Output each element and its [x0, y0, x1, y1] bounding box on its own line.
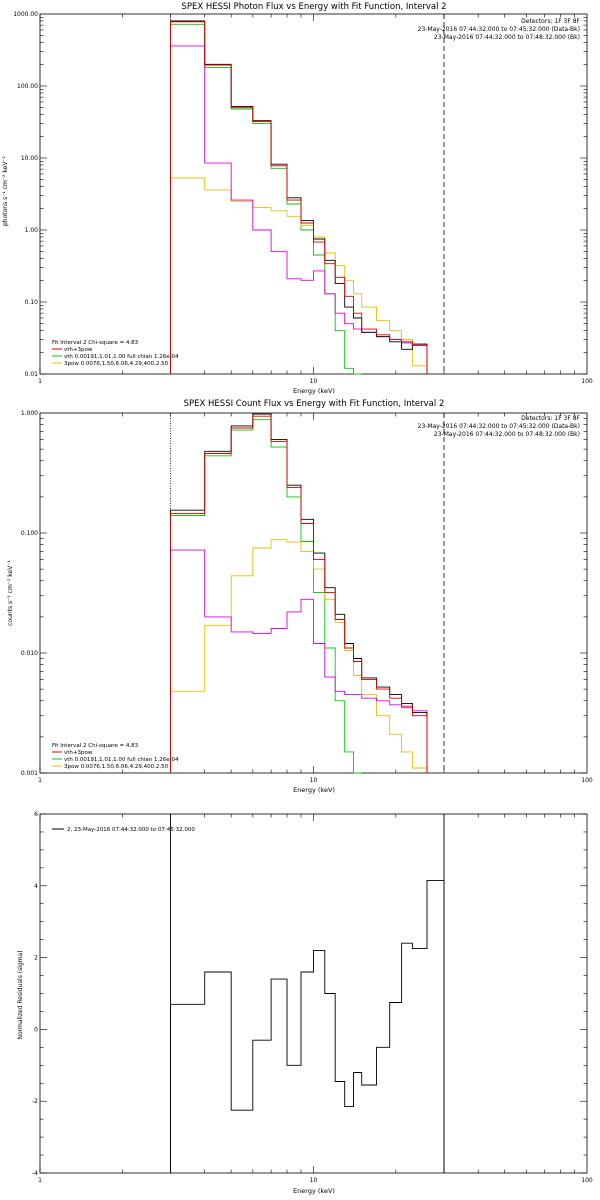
series-vth-3pow [170, 21, 428, 374]
x-axis-label: Energy (keV) [293, 786, 335, 794]
y-tick-label: 0.010 [21, 650, 38, 657]
count-flux-panel: SPEX HESSI Count Flux vs Energy with Fit… [7, 399, 593, 794]
panel-title: SPEX HESSI Photon Flux vs Energy with Fi… [181, 2, 446, 12]
y-tick-label: 0.10 [25, 299, 39, 306]
x-tick-label: 10 [310, 378, 318, 385]
x-tick-label: 1 [38, 378, 42, 385]
y-tick-label: 1.00 [25, 227, 39, 234]
x-axis-label: Energy (keV) [293, 1187, 335, 1195]
y-tick-label: 2 [34, 955, 38, 962]
header-line-data-bk: 23-May-2016 07:44:32.000 to 07:45:32.000… [418, 26, 580, 33]
series-2 [170, 879, 445, 1173]
y-tick-label: 0.001 [21, 770, 38, 777]
photon-flux-panel: SPEX HESSI Photon Flux vs Energy with Fi… [2, 2, 593, 395]
y-tick-label: 0.01 [25, 371, 39, 378]
header-line-bk: 23-May-2016 07:44:32.000 to 07:48:32.000… [434, 431, 580, 438]
x-tick-label: 100 [581, 1177, 593, 1184]
y-tick-label: 0.100 [21, 530, 38, 537]
panel-title: SPEX HESSI Count Flux vs Energy with Fit… [184, 399, 445, 409]
legend-entry-3pow: 3pow 0.0076,1.50,6.06,4.29,400,2.50 [64, 764, 169, 770]
series-vth-3pow [170, 415, 428, 773]
x-tick-label: 100 [581, 777, 593, 784]
legend-entry-interval-2: 2, 23-May-2016 07:44:32.000 to 07:45:32.… [67, 827, 195, 833]
residuals-panel: Energy (keV) Normalized Residuals (sigma… [17, 811, 593, 1195]
fit-info-line: Fit Interval 2 Chi-square = 4.83 [52, 743, 139, 749]
legend-entry-vth-3pow: vth+3pow [64, 750, 93, 756]
series-3pow [170, 539, 428, 773]
header-line-bk: 23-May-2016 07:44:32.000 to 07:48:32.000… [434, 34, 580, 41]
y-axis-label: photons s⁻¹ cm⁻² keV⁻¹ [2, 155, 9, 226]
y-tick-label: 100.00 [17, 83, 38, 90]
legend-entry-vth-3pow: vth+3pow [64, 347, 93, 353]
y-tick-label: 1000.00 [13, 11, 38, 18]
y-axis-label: counts s⁻¹ cm⁻² keV⁻¹ [7, 560, 14, 626]
series-bk [170, 549, 428, 773]
x-tick-label: 1 [38, 1177, 42, 1184]
fit-info-line: Fit Interval 2 Chi-square = 4.83 [52, 340, 139, 346]
y-tick-label: 10.00 [21, 155, 38, 162]
y-tick-label: 4 [34, 883, 38, 890]
x-tick-label: 100 [581, 378, 593, 385]
y-tick-label: -4 [32, 1170, 38, 1177]
legend-entry-vth: vth 0.00191,1.01,1.00 full chian 1.26e-0… [64, 757, 179, 763]
y-tick-label: 6 [34, 811, 38, 818]
x-tick-label: 10 [310, 1177, 318, 1184]
x-axis-label: Energy (keV) [293, 387, 335, 395]
legend-entry-3pow: 3pow 0.0076,1.50,6.06,4.29,400,2.50 [64, 361, 169, 367]
series-3pow [170, 177, 428, 374]
series-data-bk [170, 413, 428, 773]
detectors-label: Detectors: 1F 3F 8F [521, 415, 580, 422]
legend-entry-vth: vth 0.00191,1.01,1.00 full chian 1.26e-0… [64, 354, 179, 360]
y-axis-label: Normalized Residuals (sigma) [17, 950, 24, 1039]
series-data-bk [170, 20, 428, 374]
x-tick-label: 1 [38, 777, 42, 784]
detectors-label: Detectors: 1F 3F 8F [521, 18, 580, 25]
y-tick-label: 1.000 [21, 410, 38, 417]
header-line-data-bk: 23-May-2016 07:44:32.000 to 07:45:32.000… [418, 423, 580, 430]
x-tick-label: 10 [310, 777, 318, 784]
y-tick-label: 0 [34, 1026, 38, 1033]
y-tick-label: -2 [32, 1098, 38, 1105]
